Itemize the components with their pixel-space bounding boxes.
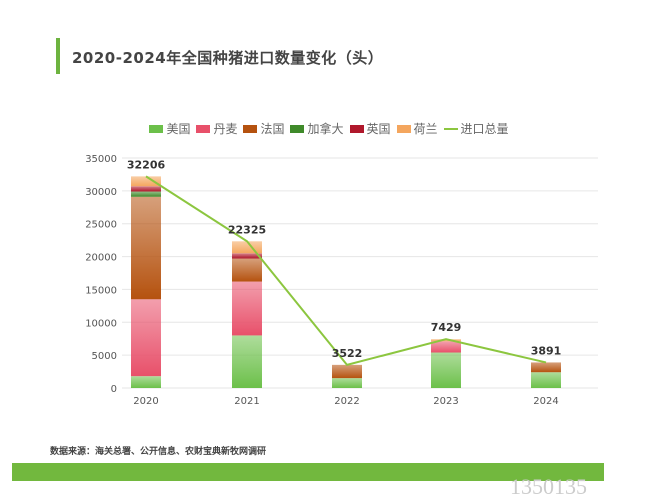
bar-segment-法国 <box>332 364 362 379</box>
legend-item: 美国 <box>149 120 190 137</box>
y-tick-label: 0 <box>111 384 117 395</box>
bar-segment-丹麦 <box>131 299 161 377</box>
bar-segment-荷兰 <box>431 339 461 342</box>
bar-segment-美国 <box>431 352 461 388</box>
legend-label: 丹麦 <box>213 122 238 136</box>
y-tick-label: 35000 <box>85 154 117 165</box>
bar-segment-加拿大 <box>131 191 161 197</box>
bar-segment-美国 <box>131 376 161 388</box>
legend-item: 荷兰 <box>396 120 438 137</box>
y-tick-label: 30000 <box>85 187 117 198</box>
legend-label: 荷兰 <box>413 122 438 136</box>
data-label: 3522 <box>332 347 363 360</box>
bar-segment-美国 <box>332 378 362 388</box>
legend-label: 美国 <box>166 122 191 136</box>
bar-segment-法国 <box>232 258 262 282</box>
legend-label: 加拿大 <box>307 122 344 136</box>
data-label: 32206 <box>127 158 166 171</box>
legend-item: 法国 <box>243 120 284 137</box>
x-tick-label: 2022 <box>334 396 359 407</box>
legend-item: 英国 <box>349 120 391 137</box>
legend-swatch <box>290 124 305 133</box>
legend-label: 法国 <box>260 122 285 136</box>
bar-segment-丹麦 <box>232 281 262 336</box>
y-tick-label: 15000 <box>85 285 117 296</box>
y-tick-label: 10000 <box>85 318 117 329</box>
data-label: 3891 <box>531 344 562 357</box>
legend-line-swatch <box>443 127 458 130</box>
legend-item: 进口总量 <box>443 120 509 137</box>
watermark: 1350135 <box>510 474 587 499</box>
legend-swatch <box>396 124 411 133</box>
bar-segment-丹麦 <box>431 341 461 353</box>
legend-swatch <box>349 124 364 133</box>
legend-swatch <box>243 124 258 133</box>
bar-segment-英国 <box>232 253 262 259</box>
y-tick-label: 5000 <box>92 351 117 362</box>
legend: 美国 丹麦 法国 加拿大 英国 荷兰 进口总量 <box>0 120 658 137</box>
bar-segment-法国 <box>531 362 561 373</box>
x-tick-label: 2021 <box>234 396 259 407</box>
footer-bar <box>12 463 604 481</box>
bar-segment-荷兰 <box>232 241 262 254</box>
legend-item: 丹麦 <box>196 120 237 137</box>
x-tick-label: 2023 <box>433 396 458 407</box>
chart-title: 2020-2024年全国种猪进口数量变化（头） <box>72 49 384 67</box>
source-note: 数据来源：海关总署、公开信息、农财宝典新牧网调研 <box>50 447 267 457</box>
y-tick-label: 20000 <box>85 253 117 264</box>
title-accent-bar <box>56 38 60 74</box>
data-label: 7429 <box>431 321 462 334</box>
bar-segment-法国 <box>131 196 161 300</box>
x-tick-label: 2024 <box>533 396 558 407</box>
legend-label: 英国 <box>366 122 391 136</box>
legend-swatch <box>149 124 164 133</box>
legend-item: 加拿大 <box>290 120 344 137</box>
bar-segment-美国 <box>531 372 561 388</box>
total-line <box>145 175 547 366</box>
legend-swatch <box>196 124 211 133</box>
x-tick-label: 2020 <box>133 396 158 407</box>
bar-segment-美国 <box>232 335 262 388</box>
data-label: 22325 <box>228 223 266 236</box>
y-tick-label: 25000 <box>85 220 117 231</box>
bar-segment-英国 <box>131 186 161 192</box>
legend-label: 进口总量 <box>460 122 509 136</box>
bar-segment-荷兰 <box>131 176 161 187</box>
